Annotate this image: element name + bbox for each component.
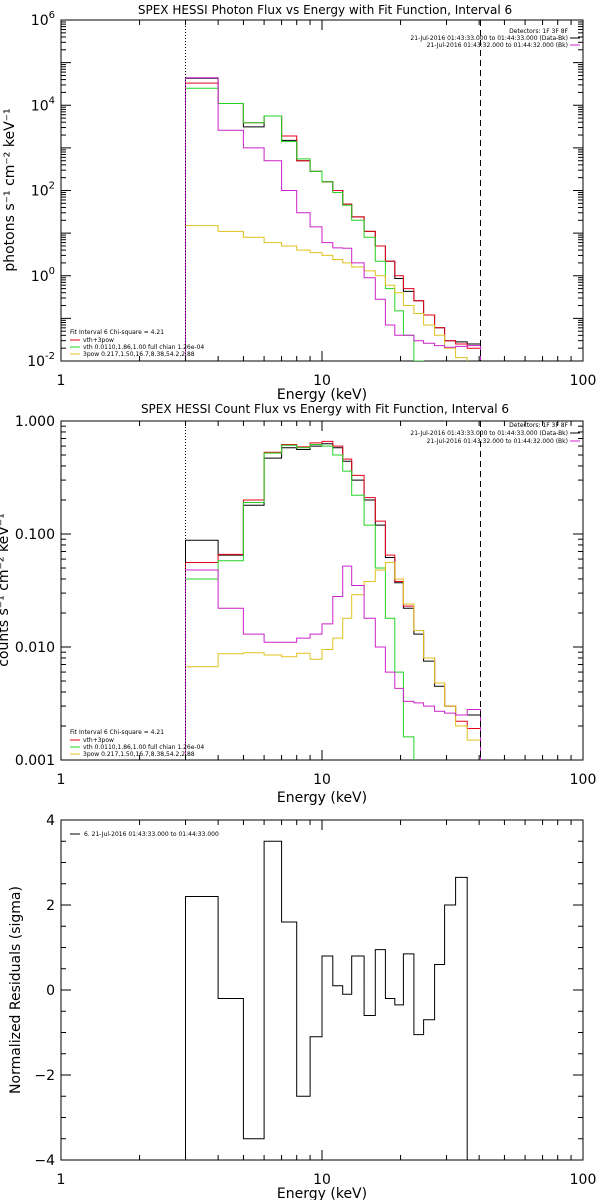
count-flux-y-tick-label: 0.100 <box>15 527 55 543</box>
count-flux-y-tick-label: 0.010 <box>15 640 55 656</box>
photon-flux-legend-header: Detectors: 1F 3F 8F 21-Jul-2016 01:43:33… <box>410 28 580 49</box>
count-flux-detectors-label: Detectors: 1F 3F 8F <box>509 422 568 429</box>
count-flux-panel: SPEX HESSI Count Flux vs Energy with Fit… <box>0 402 596 806</box>
count-flux-vth-legend-label: vth 0.0110,1.86,1.00 full chian 1.26e-04 <box>83 744 204 751</box>
residuals-x-tick-label: 1 <box>57 1172 66 1188</box>
photon-flux-x-tick-label: 100 <box>570 373 597 389</box>
photon-flux-vth-series <box>185 87 481 361</box>
residuals-y-tick-label: 2 <box>46 898 55 914</box>
photon-flux-x-tick-label: 10 <box>313 373 331 389</box>
photon-flux-pow-legend-label: 3pow 0.217,1.50,16.7,8.38,54.2,2.88 <box>83 351 195 358</box>
residuals-marks <box>185 840 468 1160</box>
residuals-x-tick-label: 10 <box>313 1172 331 1188</box>
photon-flux-fit-interval-label: Fit Interval 6 Chi-square = 4.21 <box>70 329 164 336</box>
photon-flux-title: SPEX HESSI Photon Flux vs Energy with Fi… <box>138 3 512 17</box>
count-flux-y-tick-label: 0.001 <box>15 753 55 769</box>
count-flux-vth-series <box>185 444 481 760</box>
count-flux-x-tick-label: 1 <box>57 772 66 788</box>
count-flux-y-tick-label: 1.000 <box>15 414 55 430</box>
photon-flux-ticks: 1 10 100 10-2 100 102 104 106 <box>27 10 596 389</box>
count-flux-xlabel: Energy (keV) <box>277 790 367 806</box>
residuals-y-tick-label: −2 <box>34 1068 55 1084</box>
photon-flux-x-tick-label: 1 <box>57 373 66 389</box>
count-flux-pow-series <box>185 562 481 760</box>
photon-flux-y-tick-label: 106 <box>31 10 55 29</box>
photon-flux-total-series <box>185 82 481 361</box>
residuals-y-tick-label: 4 <box>46 813 55 829</box>
photon-flux-data-interval-label: 21-Jul-2016 01:43:33.000 to 01:44:33.000… <box>410 35 568 42</box>
count-flux-plot-frame <box>60 420 584 761</box>
residuals-residuals-series <box>185 840 468 1160</box>
residuals-y-tick-label: 0 <box>46 983 55 999</box>
count-flux-x-tick-label: 100 <box>570 772 597 788</box>
count-flux-bk-series <box>185 565 481 760</box>
count-flux-legend-header: Detectors: 1F 3F 8F 21-Jul-2016 01:43:33… <box>410 422 580 445</box>
count-flux-title: SPEX HESSI Count Flux vs Energy with Fit… <box>141 402 509 416</box>
count-flux-pow-legend-label: 3pow 0.217,1.50,16.7,8.38,54.2,2.88 <box>83 751 195 758</box>
residuals-panel: 1 10 100 −4 −2 0 2 4 Energy (keV) Normalized Re… <box>8 813 596 1200</box>
count-flux-data-interval-label: 21-Jul-2016 01:43:33.000 to 01:44:33.000… <box>410 430 568 437</box>
count-flux-total-legend-label: vth+3pow <box>83 737 114 744</box>
photon-flux-panel: SPEX HESSI Photon Flux vs Energy with Fi… <box>2 3 596 403</box>
count-flux-legend: Fit Interval 6 Chi-square = 4.21 vth+3po… <box>70 729 204 758</box>
photon-flux-y-tick-label: 100 <box>31 266 55 285</box>
count-flux-ylabel: counts s⁻¹ cm⁻² keV⁻¹ <box>0 513 12 667</box>
residuals-x-tick-label: 100 <box>570 1172 597 1188</box>
photon-flux-marks <box>185 20 481 361</box>
count-flux-ticks: 1 10 100 0.001 0.010 0.100 1.000 <box>15 414 596 788</box>
residuals-legend-label: 6. 21-Jul-2016 01:43:33.000 to 01:44:33.… <box>84 831 219 838</box>
count-flux-x-tick-label: 10 <box>313 772 331 788</box>
residuals-ylabel: Normalized Residuals (sigma) <box>8 886 24 1094</box>
photon-flux-y-tick-label: 102 <box>31 181 55 200</box>
photon-flux-bk-series <box>185 77 481 361</box>
residuals-ticks: 1 10 100 −4 −2 0 2 4 <box>34 813 596 1188</box>
photon-flux-total-legend-label: vth+3pow <box>83 337 114 344</box>
count-flux-marks <box>185 421 481 760</box>
photon-flux-plot-frame <box>60 19 584 362</box>
count-flux-fit-interval-label: Fit Interval 6 Chi-square = 4.21 <box>70 729 164 736</box>
photon-flux-ylabel: photons s⁻¹ cm⁻² keV⁻¹ <box>2 108 18 271</box>
photon-flux-vth-legend-label: vth 0.0110,1.86,1.00 full chian 1.26e-04 <box>83 344 204 351</box>
residuals-xlabel: Energy (keV) <box>277 1186 367 1200</box>
count-flux-bk-interval-label: 21-Jul-2016 01:43:32.000 to 01:44:32.000… <box>427 438 568 445</box>
residuals-y-tick-label: −4 <box>34 1153 55 1169</box>
photon-flux-y-tick-label: 104 <box>31 95 55 114</box>
photon-flux-y-tick-label: 10-2 <box>27 351 55 370</box>
photon-flux-xlabel: Energy (keV) <box>277 387 367 403</box>
photon-flux-legend: Fit Interval 6 Chi-square = 4.21 vth+3po… <box>70 329 204 358</box>
photon-flux-bk-interval-label: 21-Jul-2016 01:43:32.000 to 01:44:32.000… <box>427 42 568 49</box>
photon-flux-detectors-label: Detectors: 1F 3F 8F <box>509 28 568 35</box>
photon-flux-data-series <box>185 77 481 361</box>
